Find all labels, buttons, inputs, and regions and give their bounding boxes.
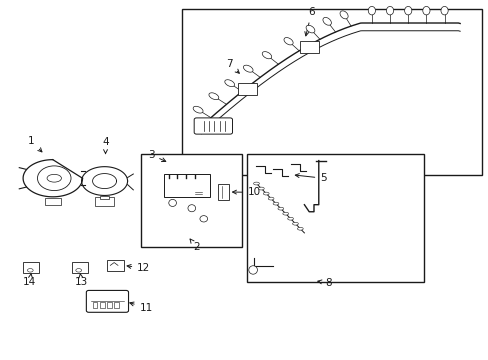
Bar — [182, 9, 481, 175]
Ellipse shape — [187, 205, 195, 212]
Text: 13: 13 — [75, 274, 88, 287]
Ellipse shape — [287, 217, 293, 220]
Bar — [100, 302, 104, 308]
FancyBboxPatch shape — [194, 118, 232, 134]
Ellipse shape — [282, 212, 288, 215]
Text: 6: 6 — [304, 8, 314, 36]
Ellipse shape — [386, 6, 393, 15]
FancyBboxPatch shape — [163, 174, 209, 197]
Bar — [107, 302, 112, 308]
Bar — [246, 153, 424, 282]
Text: 2: 2 — [190, 239, 200, 252]
FancyBboxPatch shape — [23, 262, 40, 274]
Ellipse shape — [253, 182, 259, 185]
Ellipse shape — [258, 187, 264, 190]
Ellipse shape — [224, 80, 234, 87]
Ellipse shape — [168, 199, 176, 207]
Ellipse shape — [268, 197, 273, 200]
Text: 12: 12 — [127, 263, 150, 273]
FancyBboxPatch shape — [299, 41, 319, 53]
FancyBboxPatch shape — [193, 186, 203, 197]
Ellipse shape — [263, 192, 268, 195]
Ellipse shape — [248, 266, 257, 274]
Ellipse shape — [292, 222, 298, 225]
Ellipse shape — [322, 17, 331, 25]
Ellipse shape — [297, 227, 303, 230]
Ellipse shape — [193, 106, 203, 113]
Text: 1: 1 — [28, 136, 42, 152]
Text: 9: 9 — [175, 186, 190, 195]
Ellipse shape — [305, 25, 314, 33]
Ellipse shape — [284, 37, 292, 45]
Bar — [100, 196, 109, 199]
FancyBboxPatch shape — [217, 184, 229, 200]
Bar — [114, 302, 119, 308]
Ellipse shape — [27, 269, 33, 272]
Ellipse shape — [47, 174, 61, 182]
Circle shape — [38, 166, 71, 190]
Ellipse shape — [76, 269, 81, 272]
Ellipse shape — [243, 65, 253, 72]
Text: 3: 3 — [147, 150, 165, 162]
FancyBboxPatch shape — [72, 262, 88, 274]
Text: 5: 5 — [295, 173, 326, 183]
Ellipse shape — [262, 51, 271, 59]
Text: 11: 11 — [130, 302, 153, 313]
Text: 10: 10 — [232, 187, 260, 197]
Ellipse shape — [404, 6, 411, 15]
Ellipse shape — [277, 207, 283, 210]
Ellipse shape — [440, 6, 447, 15]
FancyBboxPatch shape — [237, 83, 256, 95]
Bar — [92, 302, 97, 308]
Ellipse shape — [339, 11, 347, 19]
FancyBboxPatch shape — [107, 260, 124, 271]
Ellipse shape — [272, 202, 278, 205]
Ellipse shape — [367, 6, 375, 15]
FancyBboxPatch shape — [44, 198, 61, 206]
FancyBboxPatch shape — [95, 197, 114, 207]
Ellipse shape — [200, 216, 207, 222]
Text: 4: 4 — [102, 137, 109, 154]
Text: 14: 14 — [23, 274, 37, 287]
Bar — [141, 153, 242, 247]
Ellipse shape — [422, 6, 429, 15]
FancyBboxPatch shape — [86, 291, 128, 312]
Text: 8: 8 — [317, 278, 331, 288]
Ellipse shape — [208, 93, 218, 100]
Text: 7: 7 — [225, 59, 239, 73]
